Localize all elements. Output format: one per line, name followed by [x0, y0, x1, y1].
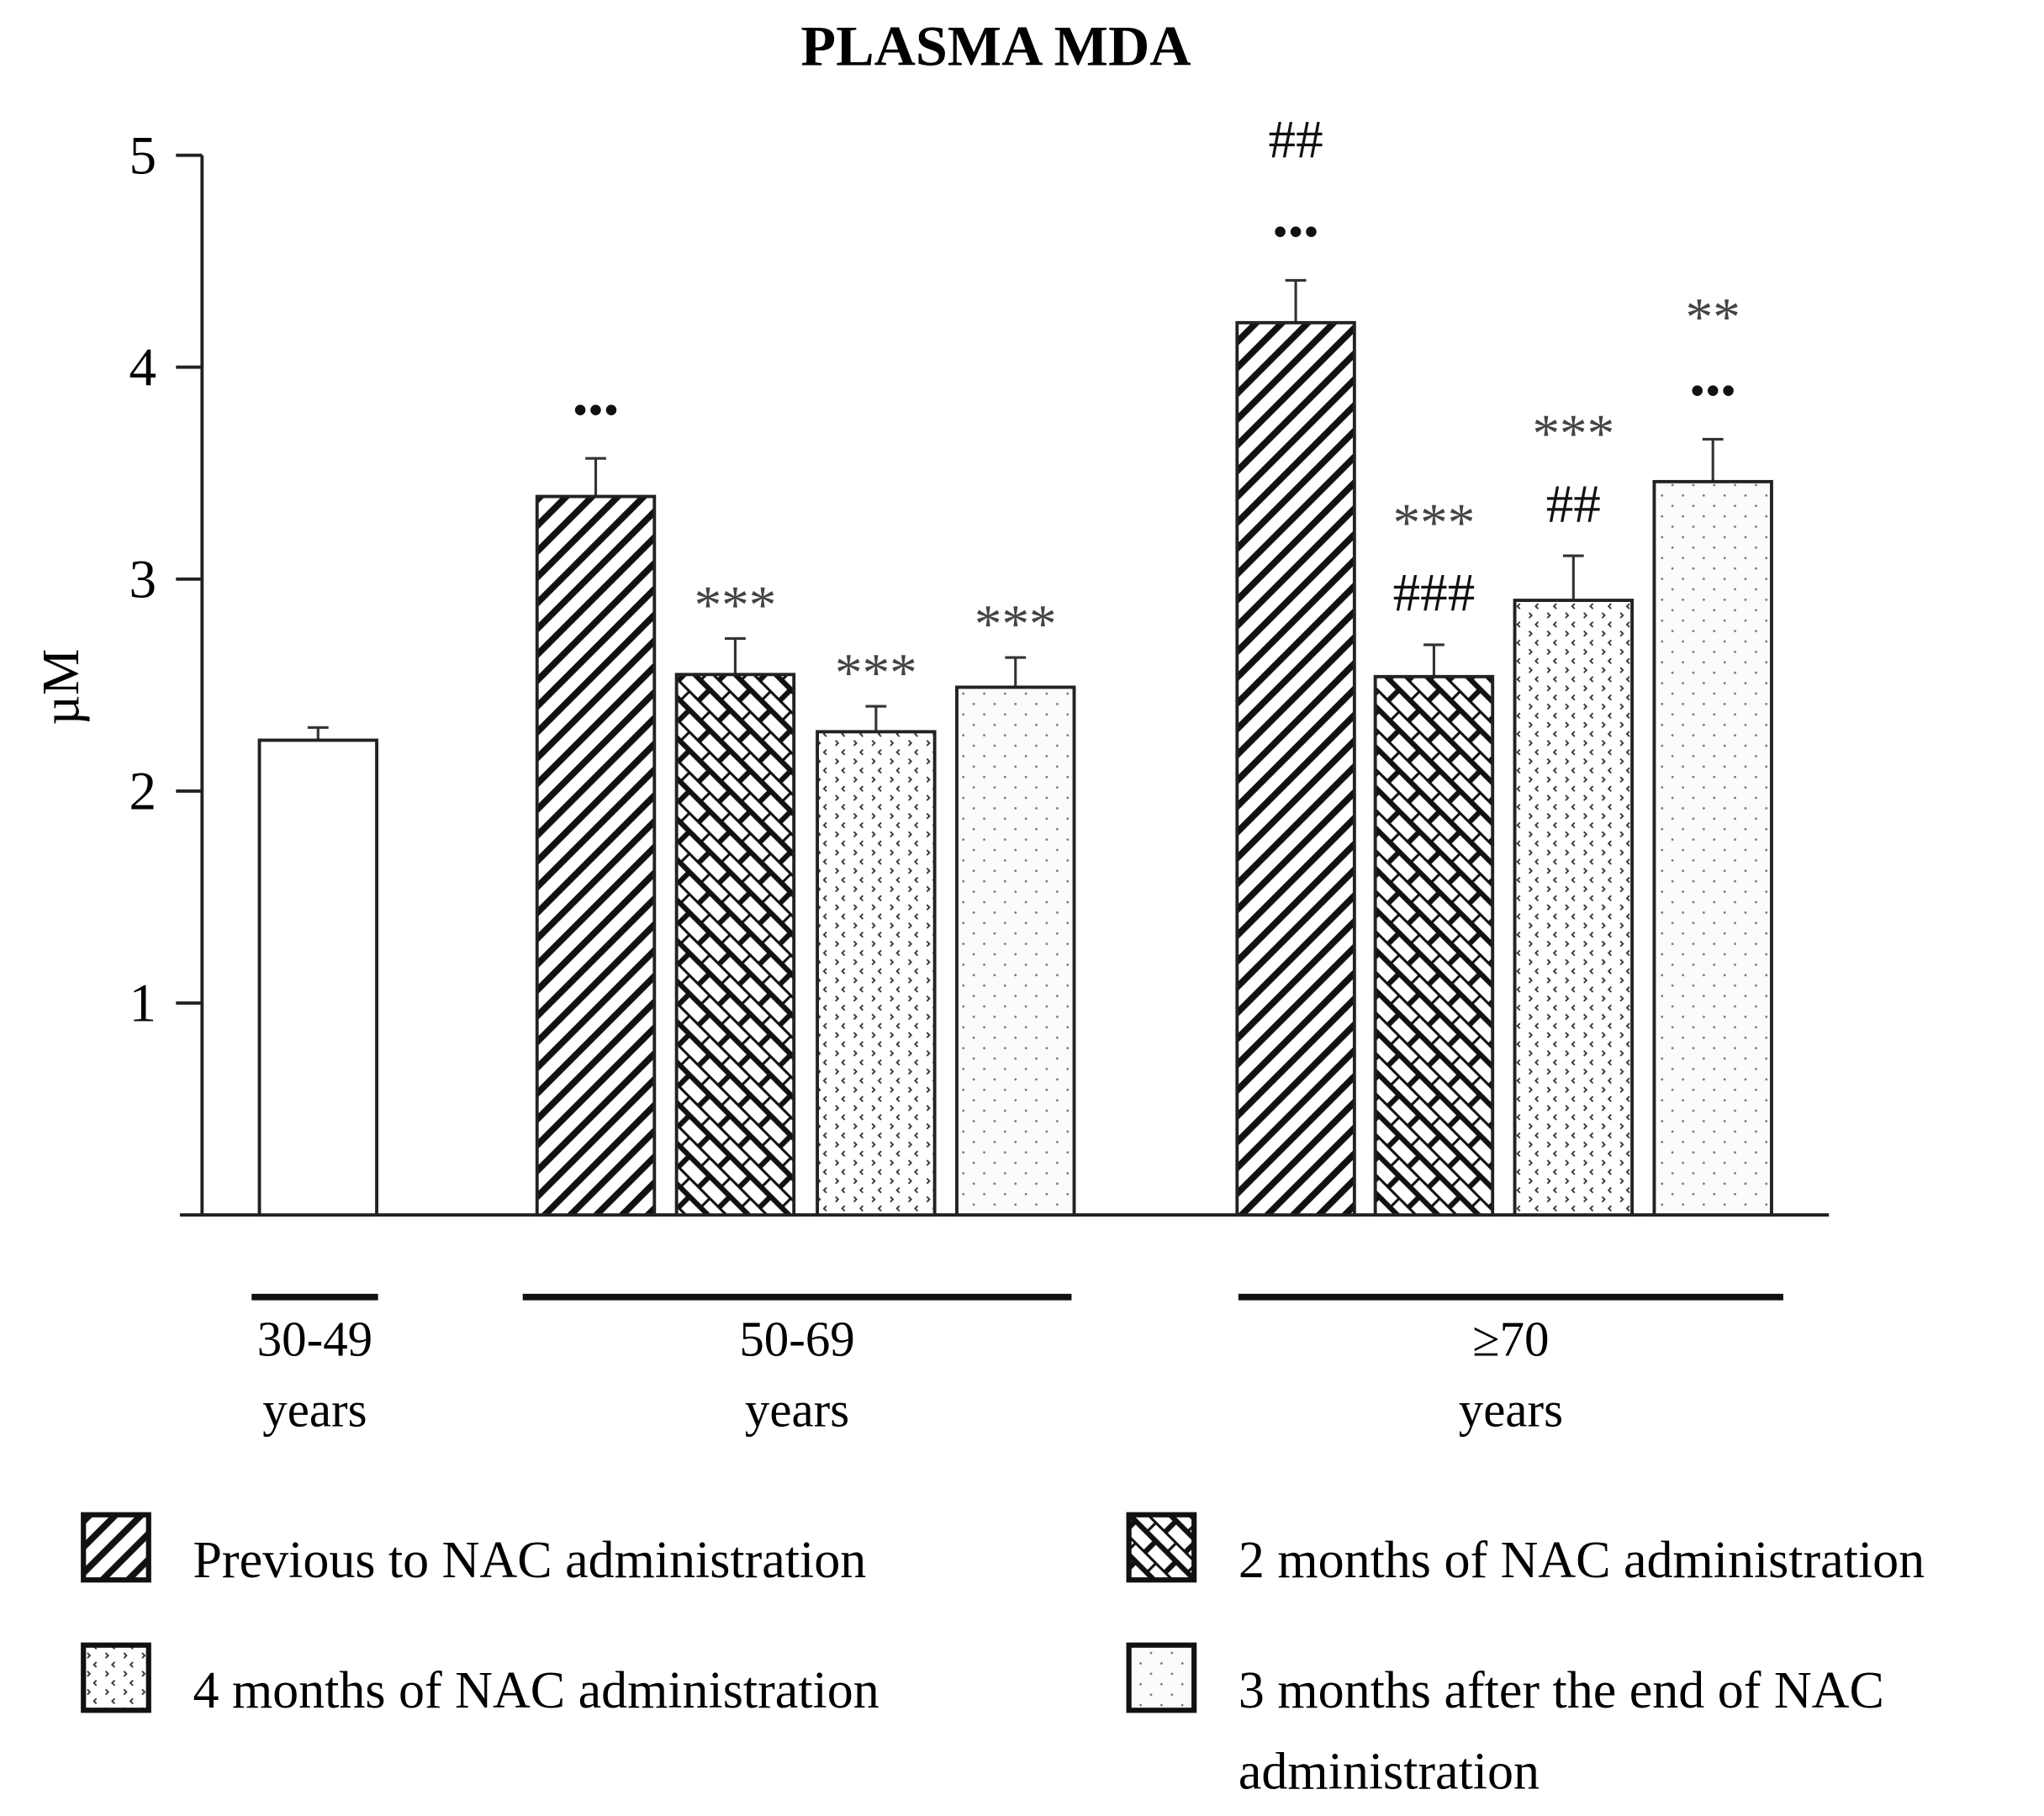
significance-annotation: ** — [1686, 287, 1740, 347]
significance-annotation: ## — [1546, 474, 1601, 535]
group-label-unit: years — [745, 1382, 849, 1437]
y-tick-label: 2 — [129, 762, 156, 822]
significance-annotation: ••• — [1272, 208, 1318, 256]
significance-annotation: *** — [695, 575, 777, 636]
group-label: ≥70 — [1472, 1312, 1549, 1367]
significance-annotation: ••• — [573, 386, 619, 435]
legend-label: Previous to NAC administration — [193, 1532, 866, 1589]
significance-annotation: ## — [1269, 110, 1323, 171]
bar-control — [257, 738, 378, 1217]
y-tick-label: 5 — [129, 125, 156, 186]
legend-label-cont: administration — [1239, 1743, 1540, 1800]
legend-swatch-after — [1126, 1642, 1197, 1713]
legend-label: 3 months after the end of NAC — [1239, 1662, 1884, 1719]
significance-annotation: *** — [1393, 493, 1476, 553]
bar-after — [1652, 479, 1773, 1217]
y-tick-label: 1 — [129, 974, 156, 1034]
bar-m2 — [674, 673, 796, 1217]
group-label: 30-49 — [257, 1312, 372, 1367]
group-label: 50-69 — [739, 1312, 854, 1367]
group-label-unit: years — [1459, 1382, 1563, 1437]
legend-swatch-prev — [81, 1512, 151, 1583]
bar-m4 — [1513, 599, 1635, 1217]
significance-annotation: *** — [1532, 404, 1614, 464]
legend-swatch-m2 — [1126, 1512, 1197, 1583]
y-tick-label: 3 — [129, 550, 156, 610]
bar-after — [955, 685, 1076, 1217]
legend-label: 4 months of NAC administration — [193, 1662, 879, 1719]
bar-m4 — [816, 730, 937, 1217]
y-axis-label: µM — [33, 649, 90, 726]
chart-title: PLASMA MDA — [800, 14, 1191, 78]
group-label-unit: years — [262, 1382, 367, 1437]
significance-annotation: *** — [974, 594, 1057, 655]
legend-label: 2 months of NAC administration — [1239, 1532, 1925, 1589]
legend-swatch-m4 — [81, 1642, 151, 1713]
bar-prev — [1235, 320, 1356, 1217]
significance-annotation: *** — [835, 642, 917, 703]
bar-prev — [535, 494, 657, 1217]
significance-annotation: ### — [1393, 563, 1476, 624]
bar-m2 — [1373, 674, 1495, 1217]
y-tick-label: 4 — [129, 337, 156, 398]
significance-annotation: ••• — [1690, 367, 1736, 415]
